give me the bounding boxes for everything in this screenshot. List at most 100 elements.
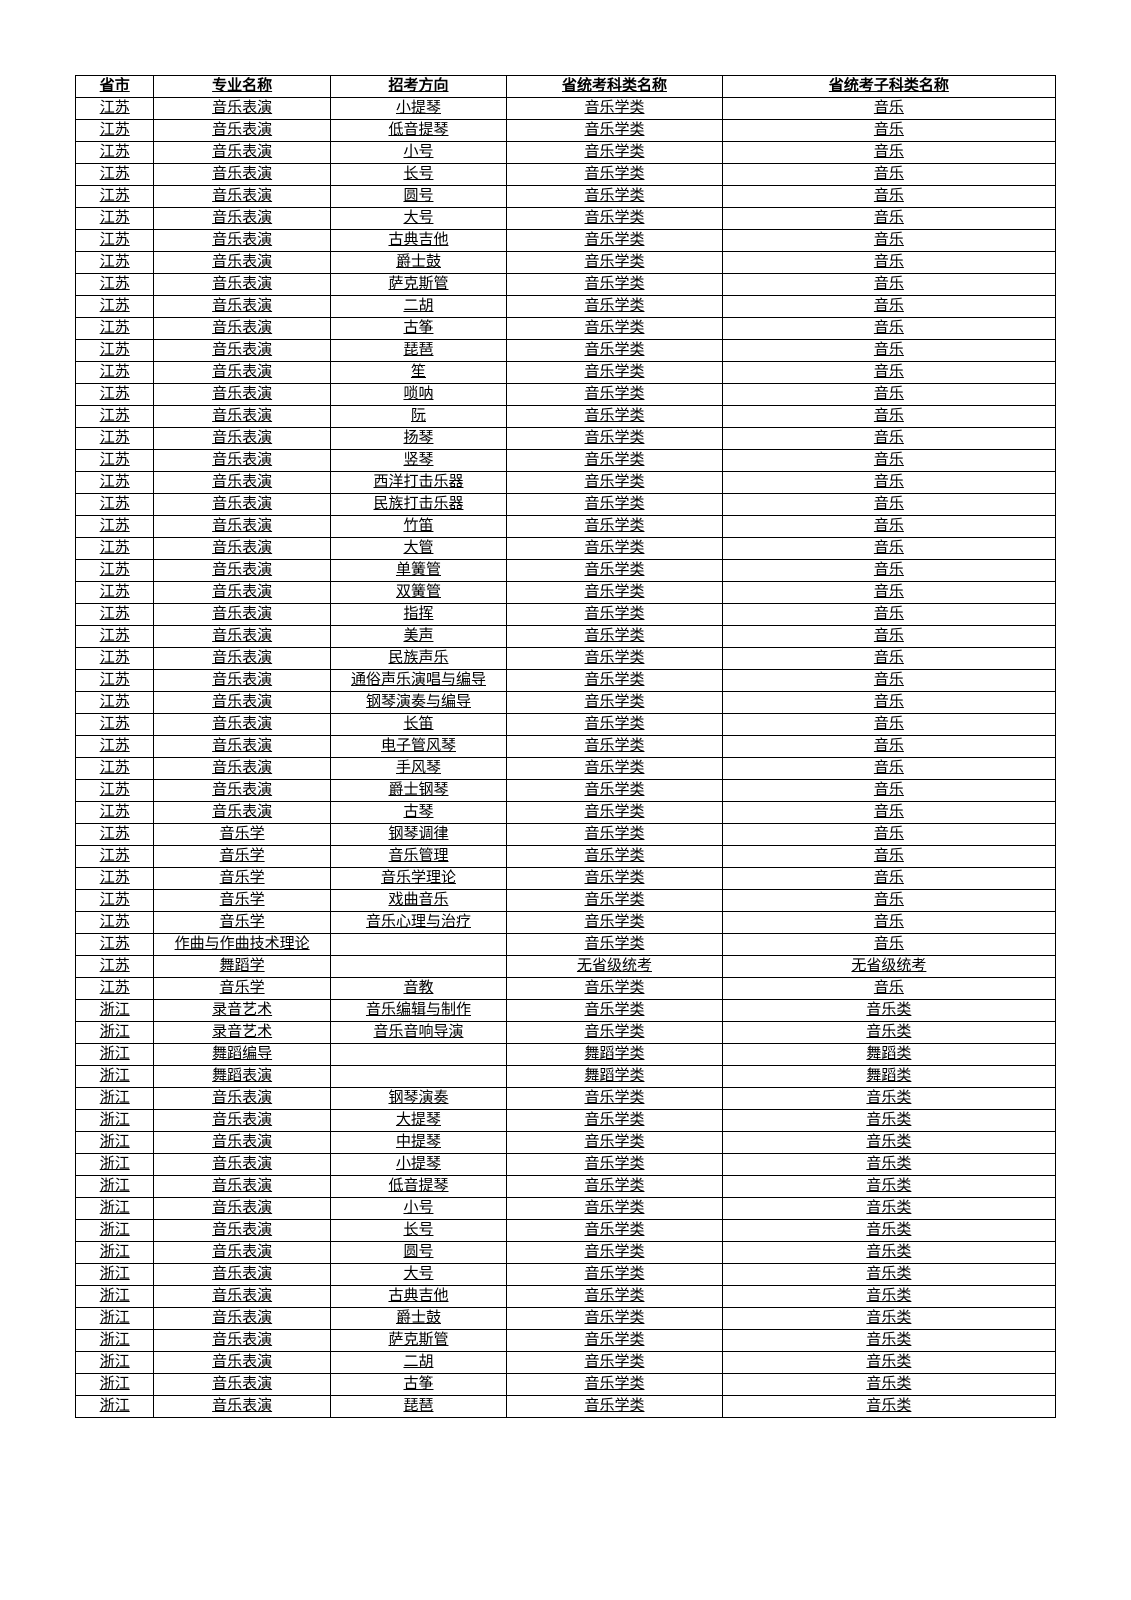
table-cell: 音乐学类 [507,780,723,802]
table-cell: 长号 [330,164,506,186]
table-cell: 古筝 [330,1374,506,1396]
table-cell: 江苏 [76,230,154,252]
table-cell: 音乐学 [154,890,330,912]
table-cell: 江苏 [76,626,154,648]
table-cell: 音乐 [722,494,1055,516]
table-cell: 圆号 [330,1242,506,1264]
table-cell: 古筝 [330,318,506,340]
table-cell: 音乐表演 [154,142,330,164]
table-cell: 浙江 [76,1220,154,1242]
table-row: 江苏音乐表演手风琴音乐学类音乐 [76,758,1056,780]
table-cell: 音乐类 [722,1088,1055,1110]
table-cell: 古琴 [330,802,506,824]
table-cell: 音乐表演 [154,1176,330,1198]
table-cell: 音乐表演 [154,1286,330,1308]
table-cell: 舞蹈学类 [507,1066,723,1088]
table-cell: 音乐类 [722,1000,1055,1022]
table-cell: 音乐表演 [154,428,330,450]
table-cell: 音乐 [722,384,1055,406]
table-cell: 作曲与作曲技术理论 [154,934,330,956]
table-cell: 音乐表演 [154,736,330,758]
table-row: 江苏音乐表演古琴音乐学类音乐 [76,802,1056,824]
table-cell: 江苏 [76,692,154,714]
table-cell: 音乐类 [722,1374,1055,1396]
table-row: 浙江音乐表演小号音乐学类音乐类 [76,1198,1056,1220]
table-cell: 音乐学类 [507,846,723,868]
table-cell: 音乐表演 [154,450,330,472]
table-cell: 中提琴 [330,1132,506,1154]
table-cell: 江苏 [76,956,154,978]
table-cell: 音乐管理 [330,846,506,868]
table-row: 江苏音乐表演古典吉他音乐学类音乐 [76,230,1056,252]
table-cell: 阮 [330,406,506,428]
table-cell: 音乐学类 [507,582,723,604]
table-cell: 音乐 [722,780,1055,802]
table-cell: 音乐学类 [507,1022,723,1044]
table-cell: 音乐学类 [507,428,723,450]
table-cell: 音乐 [722,648,1055,670]
table-cell: 江苏 [76,758,154,780]
table-row: 浙江音乐表演中提琴音乐学类音乐类 [76,1132,1056,1154]
table-cell: 音乐 [722,406,1055,428]
table-row: 浙江音乐表演小提琴音乐学类音乐类 [76,1154,1056,1176]
table-cell: 萨克斯管 [330,1330,506,1352]
table-cell: 音乐表演 [154,1110,330,1132]
document-page: 省市 专业名称 招考方向 省统考科类名称 省统考子科类名称 江苏音乐表演小提琴音… [0,0,1131,1493]
table-body: 江苏音乐表演小提琴音乐学类音乐江苏音乐表演低音提琴音乐学类音乐江苏音乐表演小号音… [76,98,1056,1418]
table-cell: 音乐类 [722,1396,1055,1418]
table-cell: 舞蹈类 [722,1044,1055,1066]
table-cell: 江苏 [76,362,154,384]
table-cell: 浙江 [76,1066,154,1088]
table-cell: 音乐学类 [507,318,723,340]
table-cell: 浙江 [76,1000,154,1022]
table-row: 江苏音乐表演民族打击乐器音乐学类音乐 [76,494,1056,516]
table-cell: 音乐表演 [154,274,330,296]
table-cell: 江苏 [76,890,154,912]
table-cell: 音乐 [722,296,1055,318]
table-cell: 音乐学类 [507,802,723,824]
table-row: 浙江音乐表演低音提琴音乐学类音乐类 [76,1176,1056,1198]
table-cell: 音乐 [722,98,1055,120]
table-cell: 小号 [330,142,506,164]
table-cell: 唢呐 [330,384,506,406]
table-cell: 音乐学类 [507,670,723,692]
table-cell: 江苏 [76,186,154,208]
table-cell: 音乐表演 [154,472,330,494]
table-row: 江苏音乐表演古筝音乐学类音乐 [76,318,1056,340]
table-cell: 指挥 [330,604,506,626]
table-cell: 音乐学类 [507,516,723,538]
table-cell: 音乐类 [722,1220,1055,1242]
table-row: 江苏音乐表演笙音乐学类音乐 [76,362,1056,384]
table-cell: 浙江 [76,1352,154,1374]
table-cell: 音乐 [722,450,1055,472]
table-cell: 音乐学类 [507,208,723,230]
table-header-row: 省市 专业名称 招考方向 省统考科类名称 省统考子科类名称 [76,76,1056,98]
table-cell: 浙江 [76,1198,154,1220]
data-table: 省市 专业名称 招考方向 省统考科类名称 省统考子科类名称 江苏音乐表演小提琴音… [75,75,1056,1418]
table-cell: 音乐表演 [154,714,330,736]
table-cell: 音乐表演 [154,648,330,670]
table-cell: 江苏 [76,516,154,538]
table-cell: 江苏 [76,274,154,296]
table-cell: 钢琴调律 [330,824,506,846]
table-cell: 音乐学类 [507,1264,723,1286]
table-row: 浙江音乐表演古典吉他音乐学类音乐类 [76,1286,1056,1308]
table-row: 江苏音乐表演萨克斯管音乐学类音乐 [76,274,1056,296]
table-cell: 浙江 [76,1242,154,1264]
table-cell: 音乐类 [722,1022,1055,1044]
table-cell: 音乐学类 [507,1110,723,1132]
table-cell: 竖琴 [330,450,506,472]
table-cell: 浙江 [76,1286,154,1308]
table-cell: 音乐 [722,120,1055,142]
table-cell: 音乐学类 [507,450,723,472]
table-cell: 音乐表演 [154,340,330,362]
table-cell: 低音提琴 [330,1176,506,1198]
table-cell: 双簧管 [330,582,506,604]
table-cell: 音乐学类 [507,824,723,846]
table-row: 江苏音乐表演大号音乐学类音乐 [76,208,1056,230]
table-cell: 美声 [330,626,506,648]
table-row: 江苏音乐表演钢琴演奏与编导音乐学类音乐 [76,692,1056,714]
table-cell: 江苏 [76,406,154,428]
table-cell: 江苏 [76,428,154,450]
table-row: 江苏音乐表演单簧管音乐学类音乐 [76,560,1056,582]
